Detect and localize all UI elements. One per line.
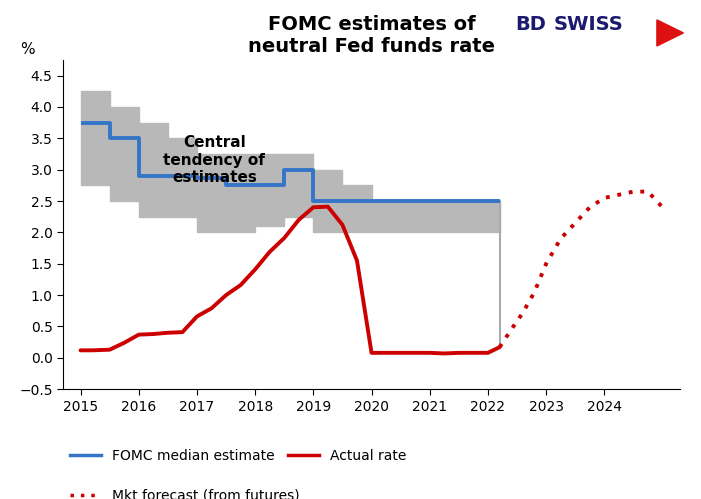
Polygon shape — [657, 20, 683, 46]
Text: %: % — [20, 41, 34, 56]
Text: Central
tendency of
estimates: Central tendency of estimates — [163, 135, 266, 185]
Title: FOMC estimates of
neutral Fed funds rate: FOMC estimates of neutral Fed funds rate — [248, 14, 495, 55]
Legend: Mkt forecast (from futures): Mkt forecast (from futures) — [70, 489, 299, 499]
Text: SWISS: SWISS — [554, 15, 624, 34]
Text: BD: BD — [515, 15, 546, 34]
